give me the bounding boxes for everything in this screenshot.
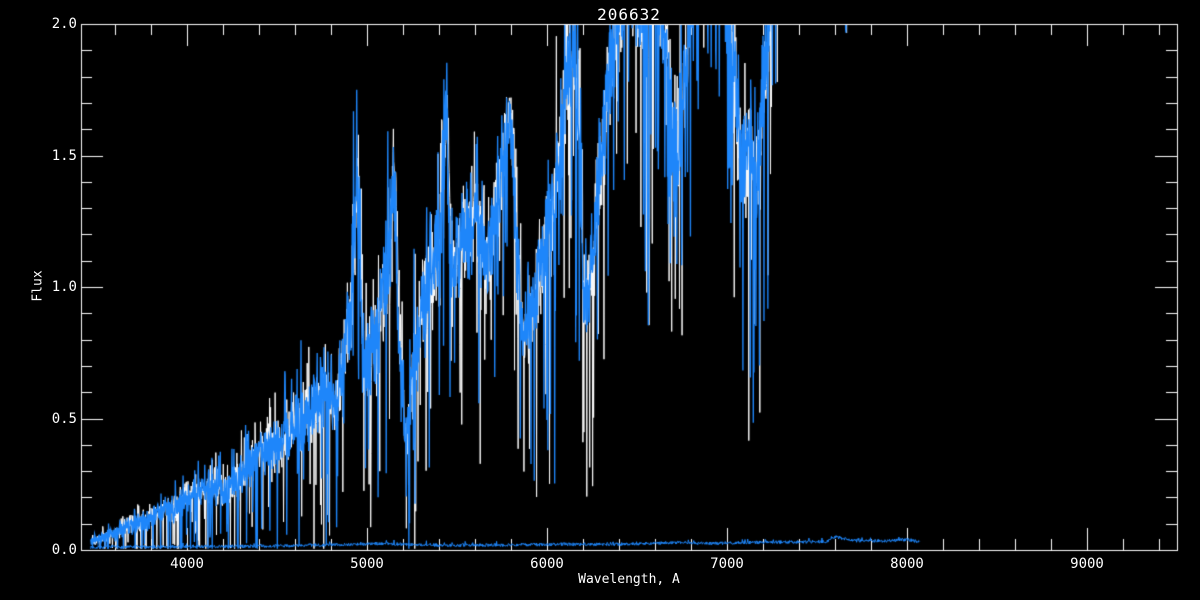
y-tick-label: 0.0 bbox=[51, 542, 77, 558]
x-axis-label: Wavelength, A bbox=[578, 572, 680, 587]
x-tick-label: 5000 bbox=[350, 556, 384, 572]
plot-title: 206632 bbox=[597, 5, 661, 24]
x-tick-label: 7000 bbox=[710, 556, 744, 572]
x-tick-label: 4000 bbox=[170, 556, 204, 572]
y-tick-label: 1.5 bbox=[51, 147, 77, 164]
y-tick-label: 2.0 bbox=[51, 16, 77, 32]
x-tick-label: 9000 bbox=[1070, 556, 1104, 572]
y-tick-label: 0.5 bbox=[51, 410, 77, 427]
x-tick-label: 8000 bbox=[890, 556, 924, 572]
x-tick-label: 6000 bbox=[530, 556, 564, 572]
y-tick-label: 1.0 bbox=[51, 279, 77, 295]
